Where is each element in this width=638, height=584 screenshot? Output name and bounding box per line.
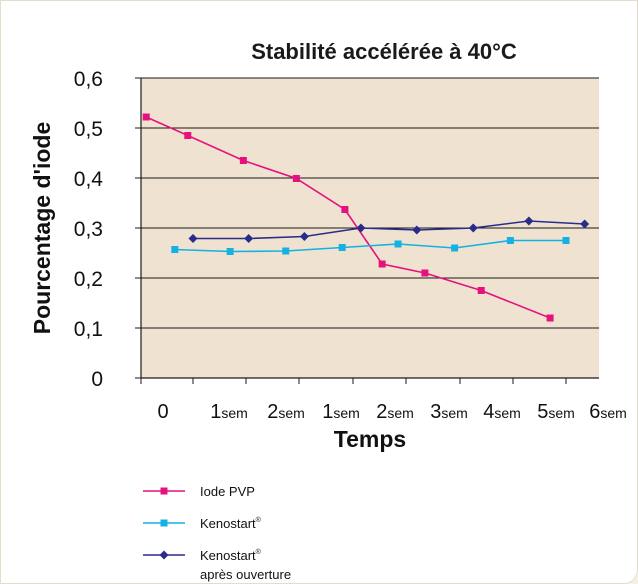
y-tick-label: 0,4 xyxy=(74,168,104,191)
y-tick-label: 0,2 xyxy=(74,268,103,291)
x-tick-label: 5sem xyxy=(537,401,575,423)
data-point xyxy=(378,260,386,268)
legend-marker xyxy=(160,487,168,495)
legend: Iode PVP Kenostart® Kenostart® après ouvert… xyxy=(143,484,291,582)
data-point xyxy=(239,157,247,164)
data-point xyxy=(477,287,485,294)
data-point xyxy=(244,234,254,243)
series-line xyxy=(174,239,566,253)
data-point xyxy=(468,223,478,233)
legend-label: Iode PVP xyxy=(200,484,255,499)
x-tick-label: 4sem xyxy=(483,401,521,423)
x-tick-label: 1sem xyxy=(322,401,360,423)
series-2 xyxy=(188,216,590,243)
y-tick-label: 0,3 xyxy=(74,218,103,241)
data-point xyxy=(338,244,346,251)
legend-label: Kenostart® xyxy=(200,516,262,531)
data-point xyxy=(282,247,290,255)
data-point xyxy=(188,234,198,243)
series-0 xyxy=(142,113,554,322)
data-point xyxy=(394,240,402,248)
data-point xyxy=(184,132,192,139)
data-series xyxy=(142,113,590,322)
x-tick-label: 2sem xyxy=(267,401,305,423)
legend-item: Kenostart® après ouverture xyxy=(143,548,291,582)
x-axis-title: Temps xyxy=(334,426,406,452)
series-line xyxy=(193,220,585,240)
data-point xyxy=(299,232,309,241)
y-tick-labels: 0 0,1 0,2 0,3 0,4 0,5 0,6 xyxy=(74,68,141,391)
x-tick-label: 0 xyxy=(157,401,168,423)
data-point xyxy=(142,113,150,121)
legend-item: Iode PVP xyxy=(143,484,255,499)
data-point xyxy=(412,225,422,235)
chart-title: Stabilité accélérée à 40°C xyxy=(251,39,517,64)
data-point xyxy=(356,223,366,233)
legend-item: Kenostart® xyxy=(143,516,262,531)
x-tick-label: 1sem xyxy=(210,401,248,423)
legend-label: Kenostart® xyxy=(200,548,262,563)
data-point xyxy=(506,237,514,244)
legend-marker xyxy=(159,550,169,560)
data-point xyxy=(171,246,179,253)
y-tick-label: 0,6 xyxy=(74,68,103,91)
data-point xyxy=(451,244,459,252)
data-point xyxy=(562,237,570,244)
data-point xyxy=(292,175,300,182)
y-tick-label: 0,5 xyxy=(74,118,103,141)
x-tick-label: 3sem xyxy=(430,401,468,423)
x-tick-label: 6sem xyxy=(589,401,627,423)
data-point xyxy=(226,248,234,255)
y-tick-label: 0 xyxy=(91,368,103,391)
x-tick-label: 2sem xyxy=(376,401,414,423)
data-point xyxy=(546,314,554,322)
data-point xyxy=(341,206,349,213)
x-tick-labels: 0 1sem 2sem 1sem 2sem 3sem 4sem 5sem 6sem xyxy=(157,401,626,423)
data-point xyxy=(524,216,534,226)
legend-label-line2: après ouverture xyxy=(200,567,291,582)
series-1 xyxy=(171,237,570,255)
data-point xyxy=(580,219,590,229)
y-tick-label: 0,1 xyxy=(74,318,103,341)
legend-marker xyxy=(160,519,168,527)
data-point xyxy=(421,269,429,277)
y-axis-title: Pourcentage d'iode xyxy=(29,122,55,335)
